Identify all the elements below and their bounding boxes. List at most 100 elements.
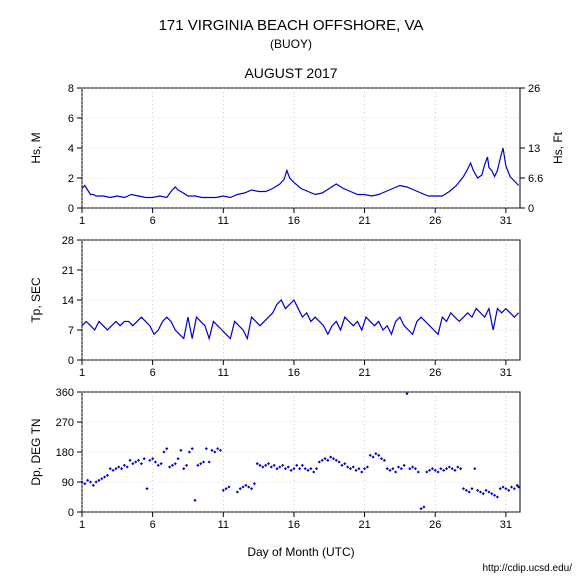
data-marker <box>160 462 163 465</box>
data-marker <box>360 470 363 473</box>
xtick-label: 11 <box>218 519 229 531</box>
data-marker <box>202 460 205 463</box>
ytick-label: 0 <box>68 355 74 367</box>
data-marker <box>501 485 504 488</box>
xtick-label: 21 <box>358 367 370 379</box>
data-marker <box>340 464 343 467</box>
data-marker <box>496 495 499 498</box>
data-marker <box>473 467 476 470</box>
data-marker <box>128 459 131 462</box>
data-marker <box>196 464 199 467</box>
xtick-label: 26 <box>429 215 441 227</box>
data-marker <box>405 392 408 395</box>
data-marker <box>157 464 160 467</box>
ytick-label: 360 <box>56 387 74 399</box>
data-marker <box>442 469 445 472</box>
ytick-label-right: 0 <box>528 203 534 215</box>
data-marker <box>386 467 389 470</box>
data-marker <box>109 467 112 470</box>
xtick-label: 16 <box>288 519 300 531</box>
data-marker <box>408 467 411 470</box>
data-marker <box>174 462 177 465</box>
data-marker <box>267 462 270 465</box>
xtick-label: 26 <box>429 519 441 531</box>
ytick-label-right: 6.6 <box>528 173 543 185</box>
xtick-label: 1 <box>79 215 85 227</box>
data-marker <box>380 457 383 460</box>
data-marker <box>298 467 301 470</box>
data-marker <box>434 469 437 472</box>
data-marker <box>357 467 360 470</box>
data-marker <box>114 467 117 470</box>
data-marker <box>281 464 284 467</box>
xtick-label: 1 <box>79 367 85 379</box>
data-marker <box>103 475 106 478</box>
data-marker <box>191 447 194 450</box>
data-marker <box>465 489 468 492</box>
data-marker <box>307 469 310 472</box>
data-marker <box>177 457 180 460</box>
data-marker <box>301 464 304 467</box>
data-marker <box>131 462 134 465</box>
ytick-label: 7 <box>68 325 74 337</box>
ytick-label: 14 <box>62 295 74 307</box>
xtick-label: 11 <box>218 367 229 379</box>
data-marker <box>287 465 290 468</box>
data-marker <box>171 464 174 467</box>
data-marker <box>363 467 366 470</box>
data-marker <box>239 487 242 490</box>
data-marker <box>377 454 380 457</box>
data-marker <box>445 467 448 470</box>
data-marker <box>154 460 157 463</box>
data-marker <box>490 492 493 495</box>
data-marker <box>332 457 335 460</box>
data-marker <box>83 482 86 485</box>
data-marker <box>168 465 171 468</box>
data-marker <box>120 467 123 470</box>
data-marker <box>513 487 516 490</box>
data-marker <box>420 507 423 510</box>
data-marker <box>89 480 92 483</box>
data-marker <box>208 460 211 463</box>
data-marker <box>126 465 129 468</box>
data-marker <box>504 487 507 490</box>
data-marker <box>304 467 307 470</box>
data-marker <box>270 465 273 468</box>
data-marker <box>499 487 502 490</box>
data-marker <box>278 465 281 468</box>
data-marker <box>431 467 434 470</box>
data-marker <box>417 470 420 473</box>
xtick-label: 21 <box>358 215 370 227</box>
data-marker <box>312 470 315 473</box>
data-marker <box>219 449 222 452</box>
data-marker <box>485 489 488 492</box>
xtick-label: 31 <box>500 367 512 379</box>
data-marker <box>199 462 202 465</box>
data-marker <box>106 474 109 477</box>
data-marker <box>95 480 98 483</box>
data-marker <box>323 457 326 460</box>
data-marker <box>185 464 188 467</box>
data-marker <box>284 467 287 470</box>
data-marker <box>346 465 349 468</box>
ylabel-left: Tp, SEC <box>29 277 43 323</box>
data-marker <box>493 494 496 497</box>
data-marker <box>242 485 245 488</box>
data-marker <box>140 462 143 465</box>
data-marker <box>439 467 442 470</box>
x-axis-label: Day of Month (UTC) <box>247 545 354 559</box>
data-marker <box>250 487 253 490</box>
data-marker <box>468 490 471 493</box>
data-marker <box>295 464 298 467</box>
ytick-label: 8 <box>68 83 74 95</box>
data-marker <box>236 490 239 493</box>
data-marker <box>86 479 89 482</box>
data-marker <box>247 485 250 488</box>
data-marker <box>372 455 375 458</box>
title-month: AUGUST 2017 <box>244 65 337 81</box>
data-marker <box>388 469 391 472</box>
data-marker <box>261 465 264 468</box>
data-marker <box>275 467 278 470</box>
xtick-label: 6 <box>150 519 156 531</box>
data-marker <box>188 450 191 453</box>
